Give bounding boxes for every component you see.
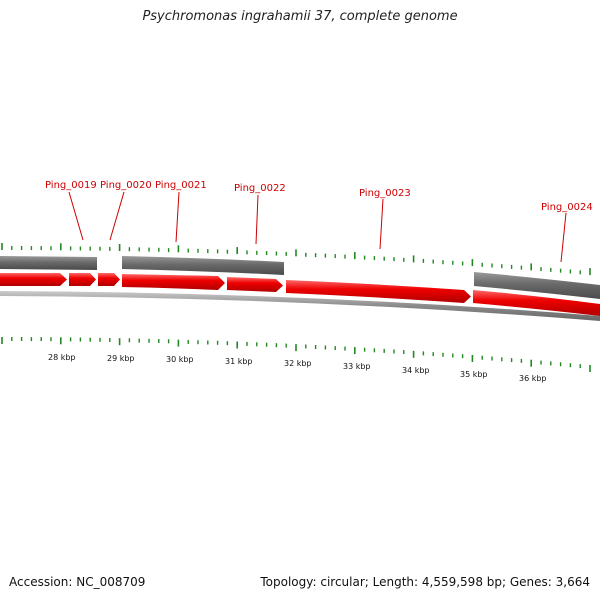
gene-arrow (473, 290, 600, 316)
gene-arrow (69, 273, 96, 286)
pointer-line (68, 191, 84, 241)
kbp-label: 36 kbp (519, 374, 547, 383)
gene-arrow (0, 273, 67, 286)
kbp-label: 34 kbp (402, 366, 430, 375)
gene-label-ping-0022: Ping_0022 (234, 183, 286, 194)
genome-summary-text: Topology: circular; Length: 4,559,598 bp… (260, 575, 590, 589)
kbp-label: 30 kbp (166, 355, 194, 364)
kbp-label: 32 kbp (284, 359, 312, 368)
genome-title: Psychromonas ingrahamii 37, complete gen… (142, 9, 458, 24)
genome-backbone (0, 291, 600, 321)
pointer-line (379, 198, 384, 250)
gene-labels: Ping_0019 Ping_0020 Ping_0021 Ping_0022 … (45, 180, 593, 213)
kbp-label: 33 kbp (343, 362, 371, 371)
gene-arrow (227, 277, 283, 292)
kbp-label: 29 kbp (107, 354, 135, 363)
gene-arrow (98, 273, 120, 286)
accession-text: Accession: NC_008709 (9, 575, 146, 589)
gene-arrow (286, 280, 471, 303)
gene-arrow (122, 274, 225, 290)
kbp-label: 31 kbp (225, 357, 253, 366)
gene-label-ping-0023: Ping_0023 (359, 188, 411, 199)
inner-tick-marks (1, 337, 591, 372)
gene-label-ping-0020: Ping_0020 (100, 180, 152, 191)
kbp-ruler-labels: 28 kbp 29 kbp 30 kbp 31 kbp 32 kbp 33 kb… (48, 353, 547, 383)
gray-feature-bars (0, 256, 600, 299)
pointer-line (255, 194, 259, 245)
gene-label-ping-0019: Ping_0019 (45, 180, 97, 191)
pointer-line (109, 191, 125, 241)
pointer-line (175, 191, 180, 243)
pointer-line (560, 212, 567, 263)
gray-bar-right (474, 272, 600, 299)
gene-label-ping-0024: Ping_0024 (541, 202, 593, 213)
kbp-label: 35 kbp (460, 370, 488, 379)
gray-bar-middle (122, 256, 284, 275)
gene-label-ping-0021: Ping_0021 (155, 180, 207, 191)
kbp-label: 28 kbp (48, 353, 76, 362)
gene-arrows (0, 273, 600, 316)
outer-tick-marks (1, 243, 591, 276)
gray-bar-left (0, 256, 97, 270)
gene-label-pointers (68, 191, 567, 263)
